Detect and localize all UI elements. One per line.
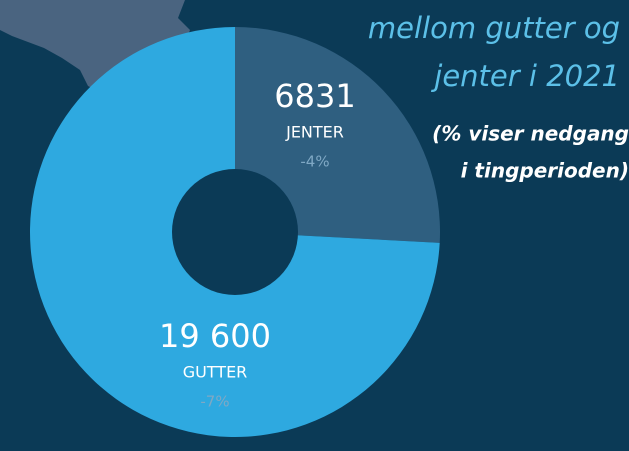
change-label: -7%: [200, 393, 229, 411]
slice: [235, 27, 440, 243]
category-label: JENTER: [285, 123, 344, 142]
donut-hole: [172, 169, 298, 295]
subtitle-line: i tingperioden): [461, 159, 629, 183]
category-label: GUTTER: [183, 363, 248, 382]
title-line: mellom gutter og: [368, 11, 620, 45]
change-label: -4%: [300, 153, 329, 171]
value-label: 19 600: [159, 317, 271, 355]
subtitle-line: (% viser nedgang: [432, 122, 629, 146]
value-label: 6831: [274, 77, 355, 115]
title-line: jenter i 2021: [430, 59, 620, 93]
